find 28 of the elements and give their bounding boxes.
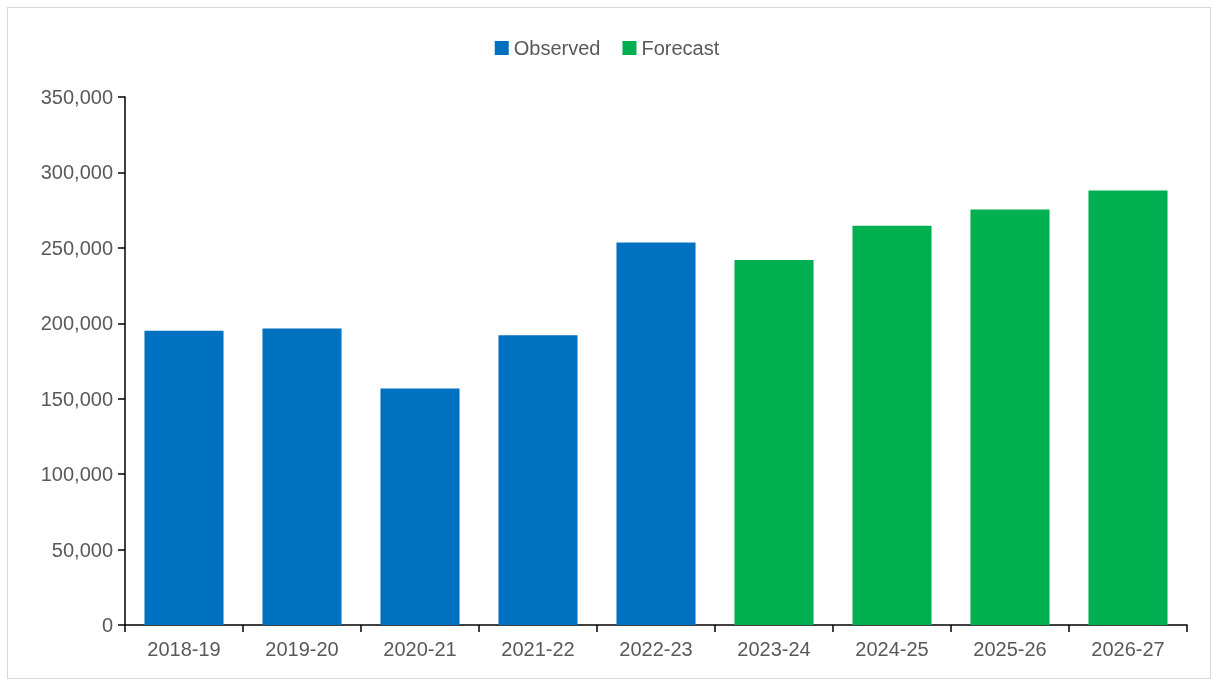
bar [498,335,578,625]
x-tick-label: 2025-26 [973,638,1047,660]
x-tick-label: 2026-27 [1091,638,1165,660]
bar [262,328,342,625]
y-tick-label: 350,000 [40,86,113,108]
y-tick-label: 0 [101,614,113,636]
y-tick-label: 100,000 [40,463,113,486]
bar [144,330,224,625]
bar [1088,190,1168,625]
x-tick-label: 2019-20 [265,638,339,660]
y-tick-label: 50,000 [51,538,113,561]
legend-label: Observed [513,37,601,59]
bar [970,209,1050,625]
x-tick-label: 2024-25 [855,638,929,660]
x-tick-label: 2018-19 [147,638,221,660]
y-tick-label: 300,000 [40,161,113,184]
x-tick-label: 2022-23 [619,638,693,660]
bar [616,242,696,625]
y-tick-label: 150,000 [40,387,113,410]
x-tick-label: 2020-21 [383,638,457,660]
y-tick-label: 250,000 [40,236,113,259]
bar [734,259,814,625]
legend-label: Forecast [641,37,720,59]
bar [380,388,460,625]
x-tick-label: 2023-24 [737,638,811,660]
x-tick-label: 2021-22 [501,638,575,660]
y-tick-label: 200,000 [40,312,113,335]
bar [852,225,932,625]
